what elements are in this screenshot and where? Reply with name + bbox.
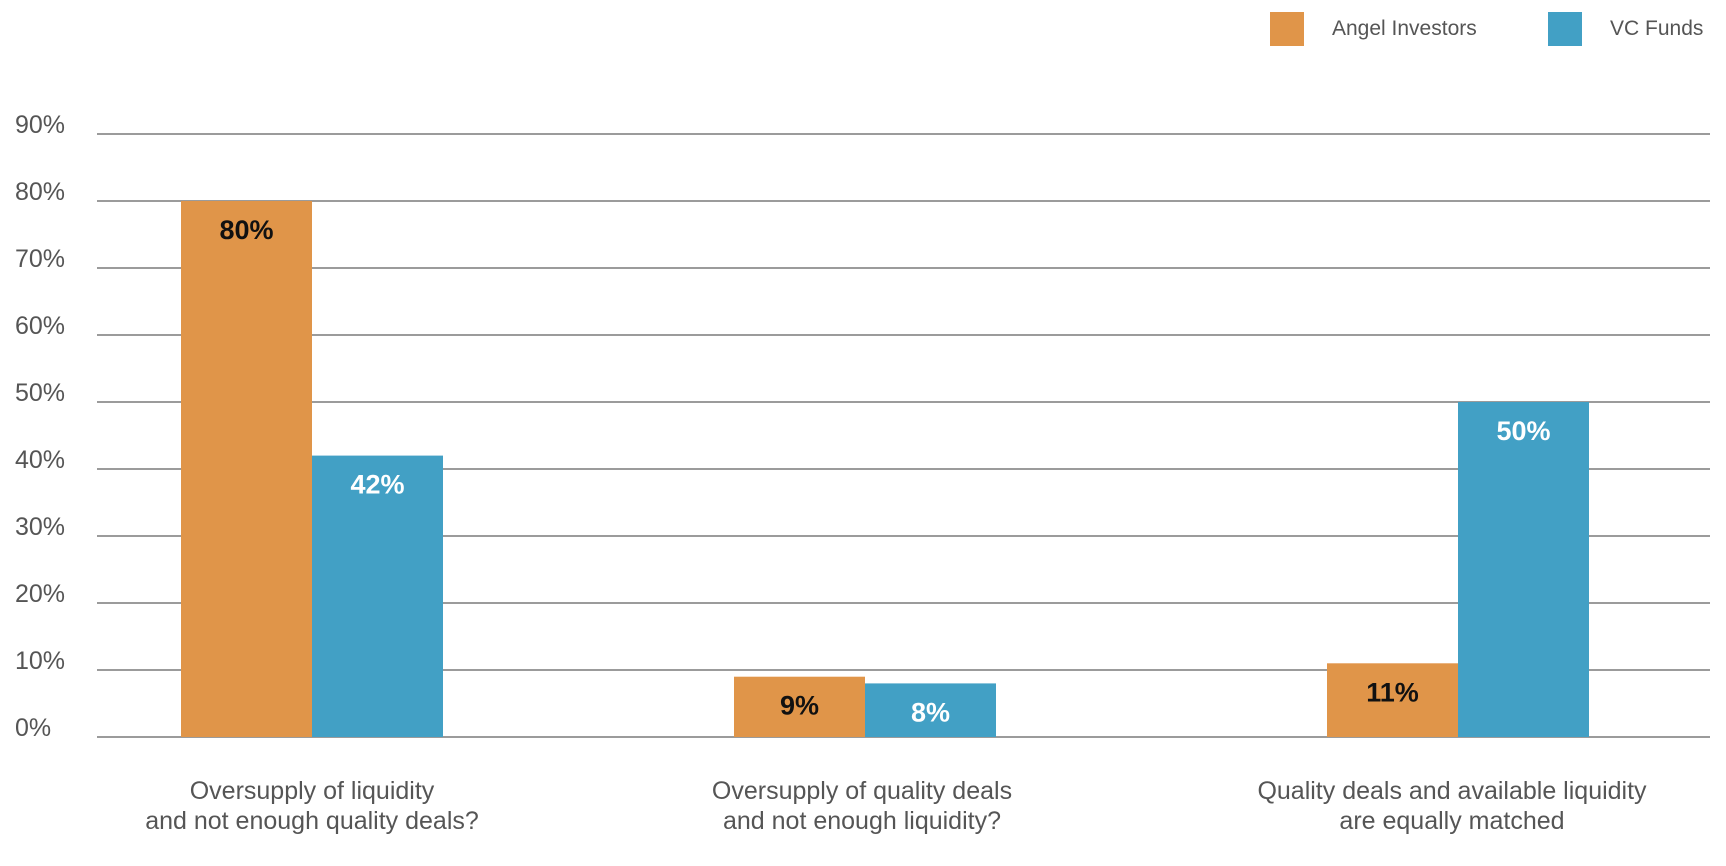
legend: VC Funds <box>1548 12 1703 46</box>
data-label: 9% <box>780 691 819 721</box>
category-label-line: Oversupply of quality deals <box>711 777 1013 805</box>
data-label: 11% <box>1366 677 1419 707</box>
y-tick-label: 30% <box>15 513 65 541</box>
bar <box>1458 402 1589 737</box>
data-label: 50% <box>1496 416 1550 446</box>
y-tick-label: 10% <box>15 647 65 675</box>
category-label-line: and not enough liquidity? <box>722 807 1001 835</box>
legend-label-angel-investors: Angel Investors <box>1332 17 1477 40</box>
legend-label-vc-funds: VC Funds <box>1610 17 1704 40</box>
bar <box>865 683 996 737</box>
bar <box>1327 663 1458 737</box>
legend: Angel Investors <box>1270 12 1477 46</box>
bar <box>312 455 443 737</box>
y-tick-label: 50% <box>15 379 65 407</box>
y-tick-label: 80% <box>15 178 65 206</box>
y-tick-label: 40% <box>15 446 65 474</box>
y-tick-label: 0% <box>15 714 51 742</box>
category-label-line: Oversupply of liquidity <box>189 777 435 805</box>
legend-swatch-angel-investors <box>1270 12 1304 46</box>
category-label-line: are equally matched <box>1339 807 1565 835</box>
data-label: 42% <box>350 470 404 500</box>
category-label-line: and not enough quality deals? <box>145 807 479 835</box>
y-tick-label: 90% <box>15 111 65 139</box>
category-label-oversupply-liquidity: Oversupply of liquidity and not enough q… <box>100 776 524 836</box>
bar <box>181 201 312 737</box>
data-label: 8% <box>911 697 950 727</box>
category-label-equally-matched: Quality deals and available liquidity ar… <box>1212 776 1692 836</box>
y-tick-label: 60% <box>15 312 65 340</box>
data-label: 80% <box>219 215 273 245</box>
y-tick-label: 70% <box>15 245 65 273</box>
y-tick-label: 20% <box>15 580 65 608</box>
category-label-oversupply-deals: Oversupply of quality deals and not enou… <box>650 776 1074 836</box>
category-label-line: Quality deals and available liquidity <box>1257 777 1647 805</box>
bar <box>734 676 865 737</box>
legend-swatch-vc-funds <box>1548 12 1582 46</box>
